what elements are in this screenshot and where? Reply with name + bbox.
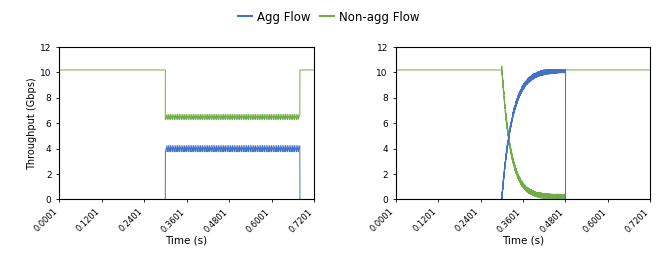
- X-axis label: Time (s): Time (s): [502, 235, 544, 245]
- Legend: Agg Flow, Non-agg Flow: Agg Flow, Non-agg Flow: [233, 6, 424, 28]
- X-axis label: Time (s): Time (s): [166, 235, 208, 245]
- Y-axis label: Throughput (Gbps): Throughput (Gbps): [27, 77, 37, 170]
